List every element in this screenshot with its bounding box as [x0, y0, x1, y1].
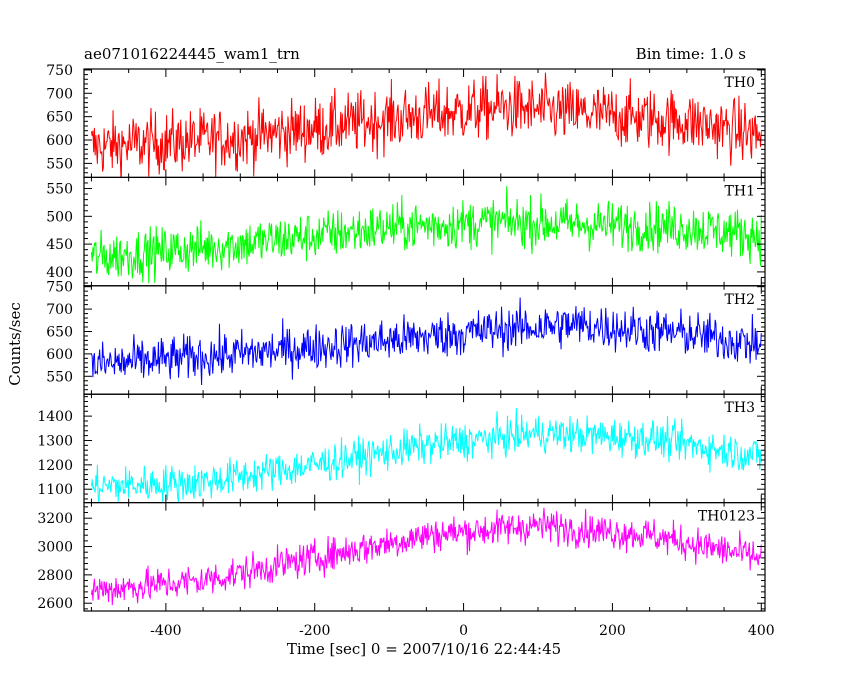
x-tick-label: 0	[459, 623, 468, 639]
x-tick-label: -400	[150, 623, 181, 639]
x-tick-label: 200	[599, 623, 626, 639]
y-tick-label: 600	[46, 347, 73, 363]
bin-time-label: Bin time: 1.0 s	[636, 45, 746, 63]
y-tick-label: 1100	[37, 482, 73, 498]
panel-frame-th0123	[83, 502, 766, 612]
y-tick-label: 450	[46, 237, 73, 253]
chart-title: ae071016224445_wam1_trn	[84, 45, 300, 63]
y-tick-label: 400	[46, 265, 73, 281]
y-tick-label: 550	[46, 182, 73, 198]
y-tick-label: 700	[46, 302, 73, 318]
x-tick-label: -200	[299, 623, 330, 639]
panel-label-th0123: TH0123	[698, 509, 755, 525]
y-tick-label: 600	[46, 133, 73, 149]
panel-label-th2: TH2	[725, 292, 755, 308]
y-tick-label: 550	[46, 369, 73, 385]
series-line-th3	[90, 407, 762, 503]
y-tick-label: 3200	[37, 511, 73, 527]
y-tick-label: 750	[46, 63, 73, 79]
series-line-th2	[90, 297, 762, 386]
y-tick-label: 750	[46, 280, 73, 296]
y-tick-label: 500	[46, 209, 73, 225]
y-tick-label: 3000	[37, 540, 73, 556]
series-line-th0123	[90, 507, 762, 606]
y-tick-label: 1200	[37, 458, 73, 474]
x-tick-label: 400	[748, 623, 775, 639]
y-axis-label: Counts/sec	[6, 302, 24, 386]
panel-label-th1: TH1	[725, 183, 755, 199]
y-tick-label: 650	[46, 110, 73, 126]
y-tick-label: 1400	[37, 409, 73, 425]
series-line-th0	[90, 72, 762, 178]
y-tick-label: 1300	[37, 433, 73, 449]
y-tick-label: 550	[46, 156, 73, 172]
y-tick-label: 2800	[37, 568, 73, 584]
x-axis-label: Time [sec] 0 = 2007/10/16 22:44:45	[287, 640, 561, 658]
y-tick-label: 650	[46, 324, 73, 340]
panel-label-th3: TH3	[725, 400, 755, 416]
series-line-th1	[90, 186, 762, 284]
panel-label-th0: TH0	[725, 75, 755, 91]
panels-group: 550 600 650 700 750 TH0 400 450 500 550 TH1 550 600 6…	[37, 63, 774, 639]
y-tick-label: 2600	[37, 596, 73, 612]
y-tick-label: 700	[46, 86, 73, 102]
